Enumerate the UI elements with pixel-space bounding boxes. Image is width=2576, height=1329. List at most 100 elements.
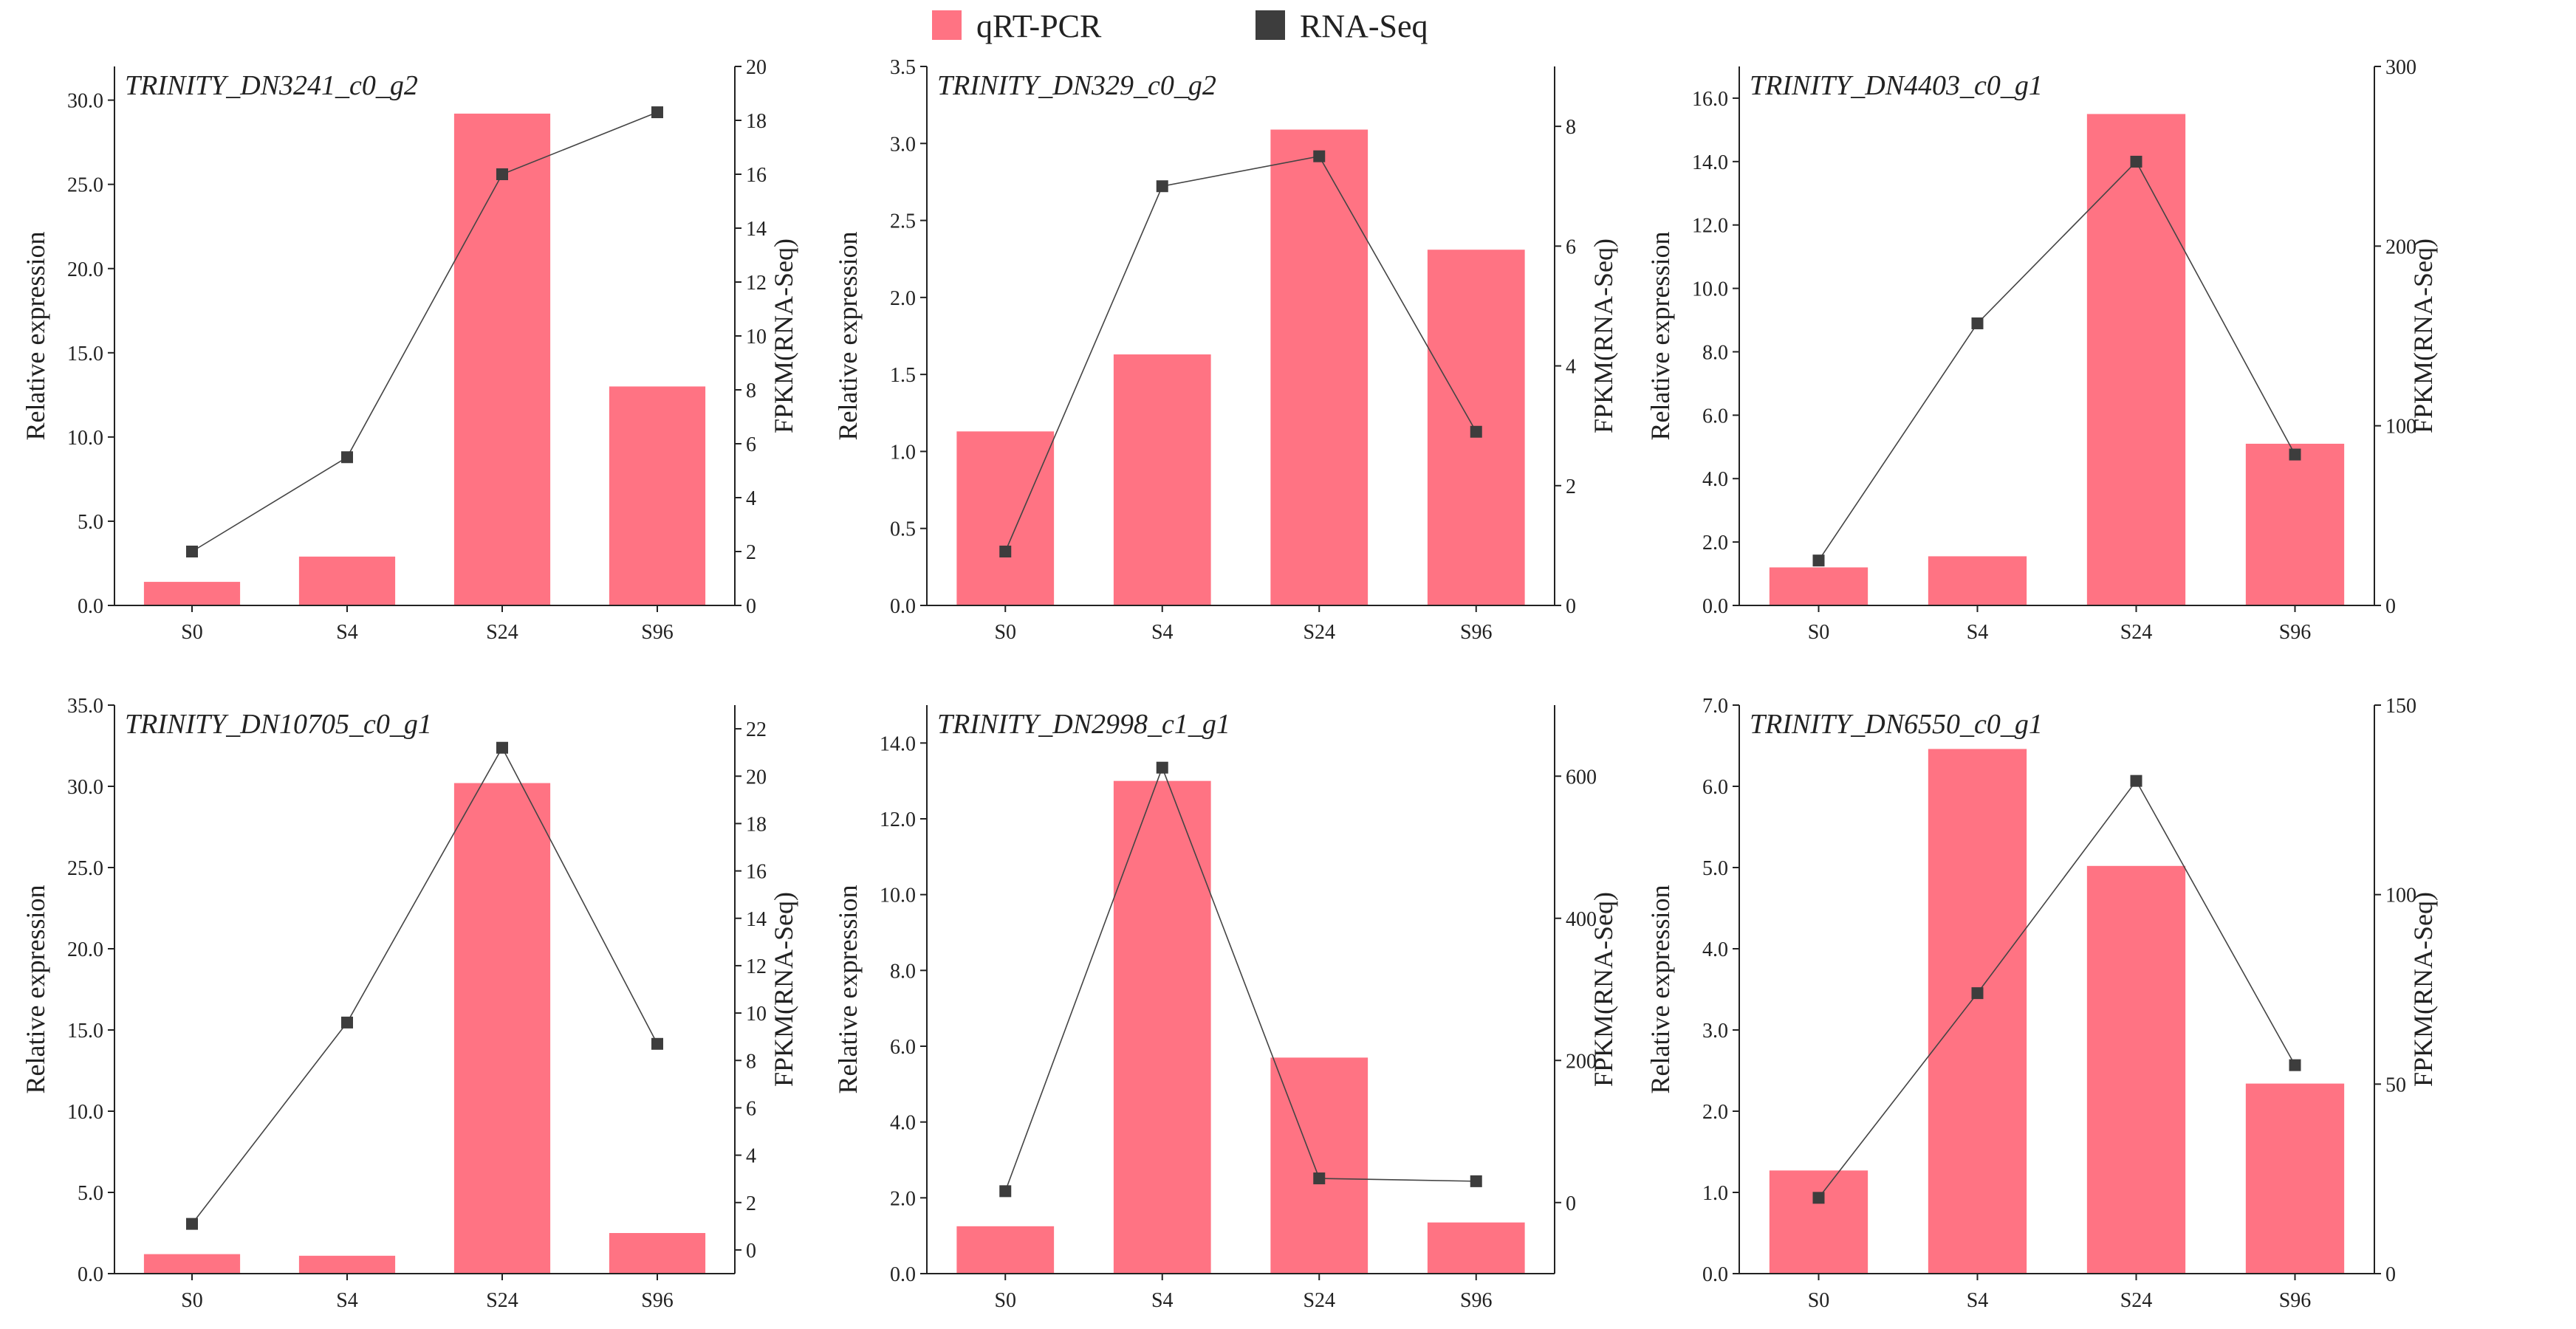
marker-rna-seq-S24	[2130, 775, 2142, 787]
left-axis-title: Relative expression	[21, 885, 50, 1094]
marker-rna-seq-S0	[186, 546, 198, 557]
left-tick-label: 1.5	[890, 364, 916, 387]
right-axis-title: FPKM(RNA-Seq)	[2408, 238, 2438, 433]
right-tick-label: 8	[746, 380, 756, 402]
right-tick-label: 4	[746, 1145, 756, 1168]
left-tick-label: 0.5	[890, 518, 916, 541]
bar-qrt-pcr-S96	[1427, 1222, 1525, 1274]
bar-qrt-pcr-S4	[1928, 556, 2027, 605]
right-tick-label: 50	[2385, 1074, 2406, 1096]
left-tick-label: 10.0	[880, 885, 916, 907]
right-tick-label: 4	[746, 487, 756, 510]
legend-bar-swatch	[932, 10, 962, 40]
left-tick-label: 3.5	[890, 56, 916, 79]
bar-qrt-pcr-S0	[1769, 1170, 1868, 1274]
left-tick-label: 10.0	[1692, 278, 1728, 301]
panel-title: TRINITY_DN10705_c0_g1	[125, 709, 432, 740]
x-tick-label: S0	[181, 1289, 203, 1312]
right-axis-title: FPKM(RNA-Seq)	[769, 892, 798, 1087]
x-tick-label: S0	[181, 621, 203, 644]
right-tick-label: 20	[746, 56, 767, 79]
right-tick-label: 6	[746, 1097, 756, 1120]
left-tick-label: 0.0	[78, 595, 103, 618]
right-axis-title: FPKM(RNA-Seq)	[1589, 238, 1618, 433]
x-tick-label: S4	[336, 621, 358, 644]
chart-panel: 0.0 5.0 10.0 15.0 20.0 25.0 30.0 0 2 4 6 8 10 12 14 16 1…	[21, 56, 798, 644]
right-tick-label: 2	[746, 541, 756, 564]
right-tick-label: 0	[2385, 595, 2396, 618]
left-tick-label: 20.0	[67, 938, 103, 961]
right-tick-label: 600	[1566, 766, 1597, 789]
right-tick-label: 20	[746, 766, 767, 789]
x-tick-label: S24	[486, 621, 518, 644]
left-tick-label: 2.0	[1702, 1101, 1728, 1124]
panel-title: TRINITY_DN6550_c0_g1	[1750, 709, 2043, 740]
left-tick-label: 0.0	[1702, 1263, 1728, 1286]
bar-qrt-pcr-S96	[609, 386, 706, 605]
right-tick-label: 18	[746, 813, 767, 836]
right-tick-label: 0	[2385, 1263, 2396, 1286]
right-tick-label: 12	[746, 955, 767, 978]
left-tick-label: 5.0	[78, 511, 103, 534]
line-rna-seq	[191, 746, 658, 1225]
x-tick-label: S0	[994, 621, 1016, 644]
bar-qrt-pcr-S24	[2086, 865, 2186, 1274]
left-tick-label: 8.0	[1702, 341, 1728, 364]
left-tick-label: 2.0	[890, 1187, 916, 1210]
right-tick-label: 6	[1566, 236, 1576, 258]
right-tick-label: 14	[746, 218, 767, 241]
right-tick-label: 100	[2385, 885, 2416, 907]
right-tick-label: 0	[1566, 1192, 1576, 1215]
left-tick-label: 6.0	[1702, 405, 1728, 427]
line-rna-seq	[191, 111, 658, 552]
left-tick-label: 5.0	[78, 1182, 103, 1205]
left-tick-label: 2.0	[890, 287, 916, 310]
chart-panel: 0.0 5.0 10.0 15.0 20.0 25.0 30.0 35.0 0 2 4 6 8 10 12 1…	[21, 695, 798, 1312]
marker-rna-seq-S24	[496, 741, 508, 754]
left-tick-label: 35.0	[67, 695, 103, 718]
bar-qrt-pcr-S0	[143, 1254, 241, 1274]
marker-rna-seq-S4	[1156, 761, 1168, 774]
x-tick-label: S24	[1303, 1289, 1335, 1312]
left-tick-label: 0.0	[890, 1263, 916, 1286]
x-tick-label: S0	[1808, 1289, 1830, 1312]
right-tick-label: 6	[746, 433, 756, 456]
left-tick-label: 12.0	[1692, 215, 1728, 238]
marker-rna-seq-S0	[999, 546, 1012, 557]
left-tick-label: 2.0	[1702, 532, 1728, 554]
left-tick-label: 3.0	[890, 133, 916, 156]
left-tick-label: 1.0	[890, 441, 916, 464]
x-tick-label: S4	[1967, 621, 1989, 644]
right-tick-label: 16	[746, 861, 767, 884]
panel-title: TRINITY_DN2998_c1_g1	[937, 709, 1230, 740]
x-tick-label: S96	[641, 1289, 674, 1312]
bar-qrt-pcr-S24	[1270, 129, 1368, 605]
left-axis-title: Relative expression	[833, 232, 863, 441]
marker-rna-seq-S4	[1156, 180, 1168, 193]
marker-rna-seq-S24	[496, 168, 508, 180]
bar-qrt-pcr-S4	[1113, 780, 1211, 1274]
x-tick-label: S4	[1151, 621, 1174, 644]
bar-qrt-pcr-S24	[2086, 114, 2186, 606]
chart-panel: 0.0 1.0 2.0 3.0 4.0 5.0 6.0 7.0 0 50 100 150 S0 S4 S24…	[1645, 695, 2438, 1312]
x-tick-label: S96	[2279, 621, 2312, 644]
x-tick-label: S96	[1460, 1289, 1493, 1312]
right-tick-label: 10	[746, 326, 767, 348]
marker-rna-seq-S0	[1812, 1192, 1825, 1204]
x-tick-label: S96	[2279, 1289, 2312, 1312]
right-axis-title: FPKM(RNA-Seq)	[769, 238, 798, 433]
left-tick-label: 1.0	[1702, 1182, 1728, 1205]
left-axis-title: Relative expression	[21, 232, 50, 441]
left-tick-label: 3.0	[1702, 1020, 1728, 1043]
bar-qrt-pcr-S0	[143, 582, 241, 605]
left-tick-label: 5.0	[1702, 857, 1728, 880]
x-tick-label: S24	[2120, 1289, 2153, 1312]
x-tick-label: S4	[1151, 1289, 1174, 1312]
left-tick-label: 30.0	[67, 90, 103, 113]
left-tick-label: 25.0	[67, 174, 103, 197]
right-tick-label: 16	[746, 164, 767, 187]
bar-qrt-pcr-S24	[453, 783, 551, 1274]
x-tick-label: S4	[1967, 1289, 1989, 1312]
bar-qrt-pcr-S4	[1113, 354, 1211, 605]
